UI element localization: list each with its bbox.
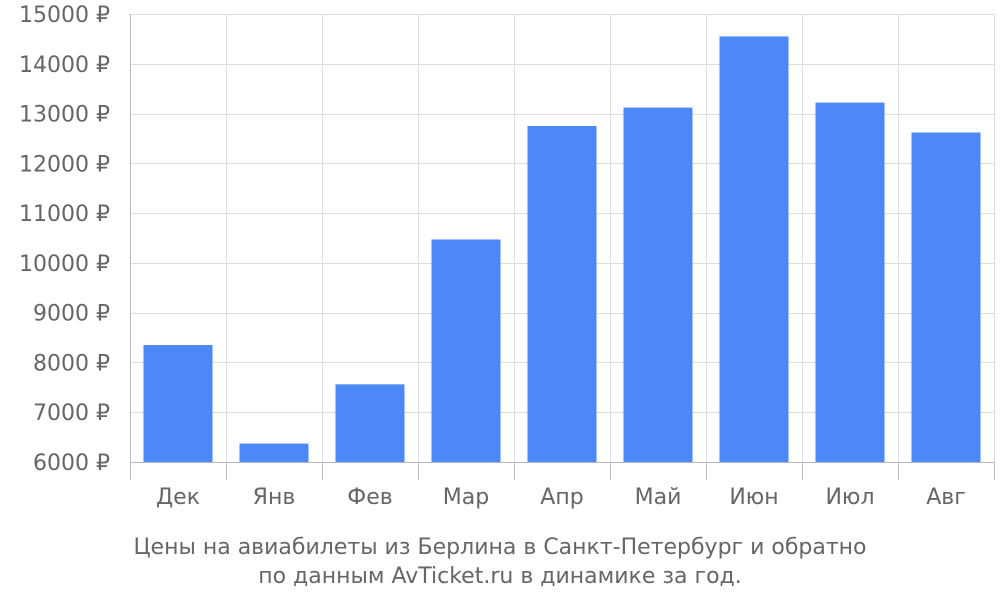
- chart-caption-line-2: по данным AvTicket.ru в динамике за год.: [258, 564, 742, 589]
- bar-2: [239, 443, 309, 462]
- y-tick-label: 13000 ₽: [19, 103, 110, 128]
- y-tick-label: 7000 ₽: [33, 401, 110, 426]
- x-tick-label: Июл: [825, 485, 874, 510]
- x-tick-label: Авг: [926, 485, 966, 510]
- bar-4: [431, 239, 501, 462]
- y-tick-label: 14000 ₽: [19, 53, 110, 78]
- chart-caption-line-1: Цены на авиабилеты из Берлина в Санкт-Пе…: [133, 535, 867, 560]
- x-tick-label: Фев: [347, 485, 392, 510]
- x-tick-label: Май: [635, 485, 682, 510]
- x-tick-labels: Дек Янв Фев Мар Апр Май Июн Июл Авг: [156, 485, 966, 510]
- x-tick-label: Апр: [540, 485, 583, 510]
- bar-6: [623, 107, 693, 463]
- y-tick-labels: 6000 ₽ 7000 ₽ 8000 ₽ 9000 ₽ 10000 ₽ 11000 ₽ 12…: [19, 3, 110, 476]
- y-tick-label: 8000 ₽: [33, 351, 110, 376]
- bar-1: [143, 345, 213, 462]
- y-tick-label: 15000 ₽: [19, 3, 110, 28]
- y-tick-label: 11000 ₽: [19, 202, 110, 227]
- y-tick-label: 10000 ₽: [19, 252, 110, 277]
- x-tick-label: Мар: [443, 485, 489, 510]
- y-tick-label: 6000 ₽: [33, 451, 110, 476]
- bar-5: [527, 126, 597, 462]
- bar-7: [719, 36, 789, 463]
- axes: [130, 14, 995, 480]
- bar-9: [911, 132, 981, 462]
- x-tick-label: Янв: [253, 485, 296, 510]
- bars: [143, 36, 981, 463]
- x-tick-label: Июн: [729, 485, 778, 510]
- y-tick-label: 9000 ₽: [33, 302, 110, 327]
- y-tick-label: 12000 ₽: [19, 152, 110, 177]
- x-tick-label: Дек: [156, 485, 200, 510]
- bar-3: [335, 384, 405, 462]
- bar-8: [815, 102, 885, 463]
